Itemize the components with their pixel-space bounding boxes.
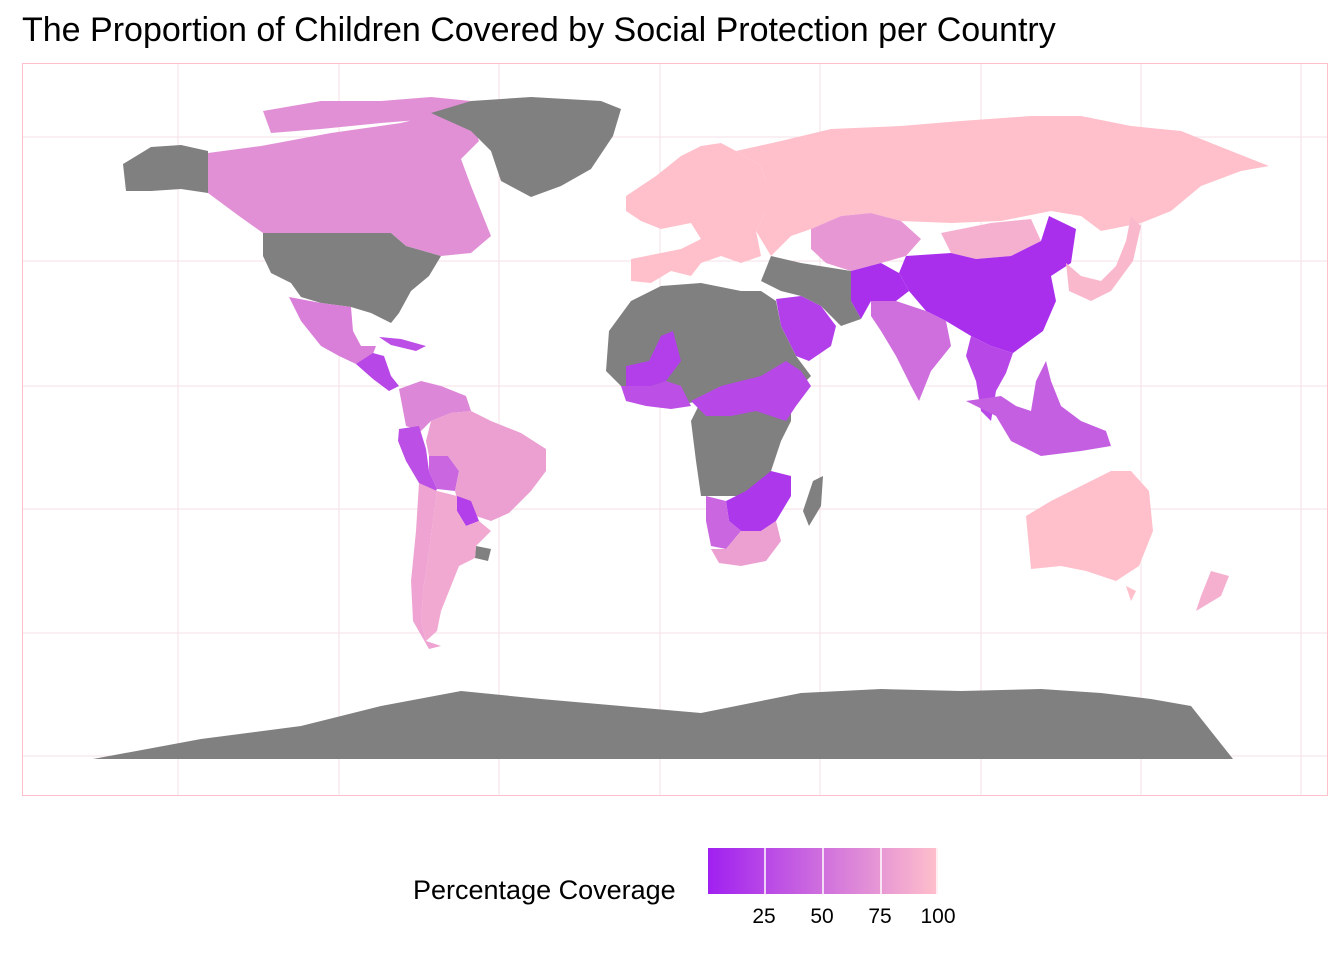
region-paraguay — [457, 496, 479, 526]
region-colombia-venezuela — [399, 381, 471, 431]
region-greenland — [431, 97, 621, 197]
region-australia — [1026, 471, 1153, 601]
region-iran-middle-east — [761, 256, 861, 326]
region-mongolia — [941, 219, 1041, 259]
legend-title: Percentage Coverage — [413, 875, 676, 905]
legend-tick-label: 50 — [810, 905, 834, 928]
region-ecuador-peru — [398, 426, 437, 496]
region-madagascar — [803, 476, 823, 526]
region-north-central-africa — [606, 283, 811, 496]
region-mali — [626, 331, 681, 386]
region-canada — [208, 97, 491, 256]
region-europe — [626, 143, 766, 283]
region-bolivia — [429, 456, 459, 491]
legend-tick-label: 75 — [868, 905, 892, 928]
region-united-states — [123, 145, 441, 323]
region-saudi-arabia — [776, 296, 836, 361]
region-central-america — [356, 353, 399, 391]
region-mexico — [289, 297, 376, 364]
region-namibia-botswana — [706, 496, 741, 549]
chart-title: The Proportion of Children Covered by So… — [22, 11, 1056, 49]
region-south-africa — [711, 521, 781, 566]
region-kazakhstan — [811, 213, 921, 271]
legend-tick-mark — [936, 848, 938, 894]
region-ethiopia-sahel — [691, 361, 811, 421]
region-new-zealand — [1196, 571, 1229, 611]
region-pakistan-afghanistan — [851, 263, 909, 319]
world-map — [23, 64, 1327, 795]
legend-tick-label: 25 — [752, 905, 776, 928]
region-uruguay — [475, 546, 491, 561]
legend-tick-label: 100 — [920, 905, 956, 928]
region-india — [871, 301, 951, 401]
region-caribbean — [379, 337, 426, 351]
region-china — [899, 216, 1076, 353]
region-brazil — [426, 411, 546, 521]
region-chile — [411, 483, 441, 649]
region-west-africa-coast — [621, 381, 691, 409]
legend-colorbar — [708, 848, 938, 894]
region-indonesia-philippines — [966, 361, 1111, 456]
region-southeast-asia — [966, 336, 1013, 421]
legend-tick-mark — [880, 848, 882, 894]
legend-tick-mark — [764, 848, 766, 894]
region-southern-africa-central — [726, 471, 791, 531]
map-panel — [22, 63, 1328, 796]
legend-tick-mark — [822, 848, 824, 894]
region-japan-korea — [1066, 216, 1141, 301]
region-argentina — [421, 491, 491, 641]
region-antarctica — [93, 689, 1233, 759]
